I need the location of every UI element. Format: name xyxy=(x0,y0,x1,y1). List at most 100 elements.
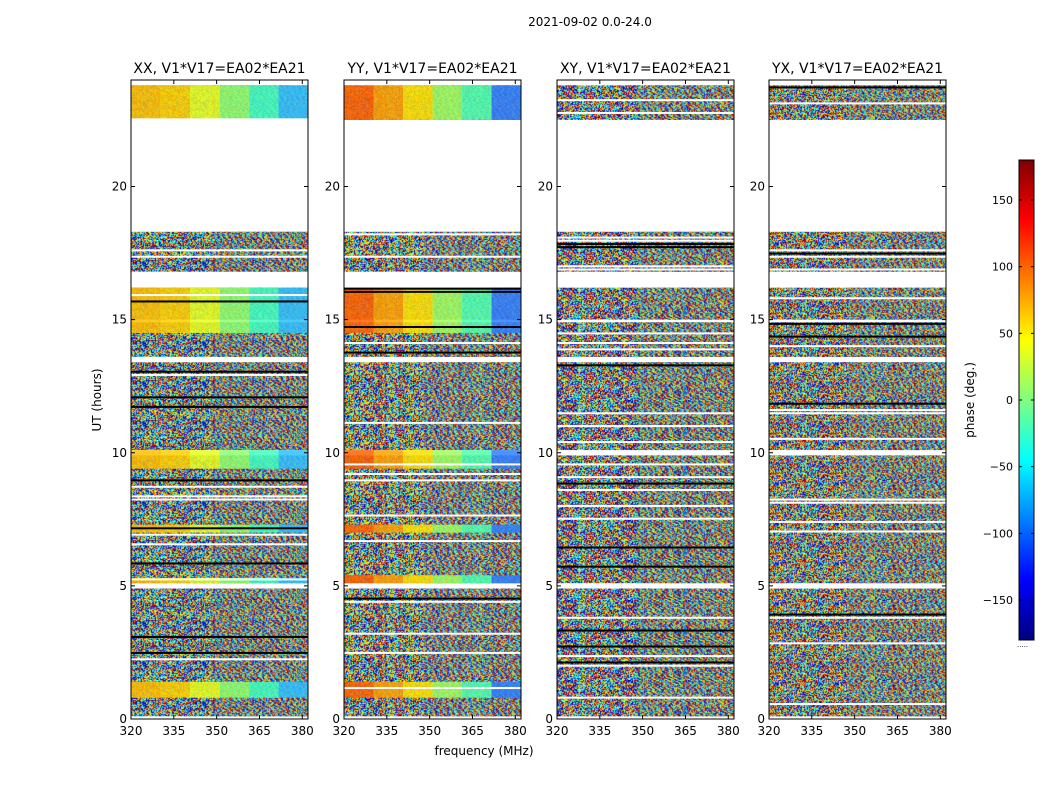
coherent-segment xyxy=(344,575,374,584)
coherent-segment xyxy=(344,287,374,333)
flag-line xyxy=(344,651,521,654)
flag-line xyxy=(557,655,734,658)
coherent-segment xyxy=(219,681,250,698)
colorbar-bottom-note: ..... xyxy=(1017,641,1028,649)
flag-line xyxy=(769,520,946,523)
flag-line xyxy=(769,409,946,412)
flag-line xyxy=(557,239,734,242)
coherent-segment xyxy=(462,681,492,698)
flag-line xyxy=(131,405,308,408)
fringe-block xyxy=(210,231,308,272)
flag-line xyxy=(131,118,308,121)
coherent-segment xyxy=(373,681,404,698)
flag-line xyxy=(769,249,946,252)
y-tick-label: 0 xyxy=(332,712,340,726)
flag-line xyxy=(344,255,521,258)
colorbar-tick-label: 50 xyxy=(999,327,1013,340)
flag-line xyxy=(344,632,521,635)
coherent-segment xyxy=(403,287,433,333)
coherent-segment xyxy=(219,577,250,584)
flag-line xyxy=(131,495,308,498)
flag-line xyxy=(131,396,308,399)
flag-line xyxy=(769,703,946,706)
flag-line xyxy=(557,565,734,568)
y-tick-label: 20 xyxy=(538,180,553,194)
flag-line xyxy=(769,412,946,415)
flag-line xyxy=(344,597,521,600)
coherent-segment xyxy=(249,577,279,584)
panel-frame xyxy=(556,79,735,720)
figure-suptitle: 2021-09-02 0.0-24.0 xyxy=(528,15,652,29)
flag-line xyxy=(769,530,946,533)
y-tick-label: 10 xyxy=(325,446,340,460)
x-tick-label: 335 xyxy=(375,724,398,738)
flag-line xyxy=(131,370,308,373)
x-tick-label: 350 xyxy=(631,724,654,738)
flag-line xyxy=(769,402,946,405)
coherent-segment xyxy=(190,681,220,698)
coherent-segment xyxy=(160,450,191,469)
flag-line xyxy=(557,664,734,667)
flag-line xyxy=(557,99,734,102)
flag-line xyxy=(557,517,734,520)
flag-line xyxy=(557,242,734,245)
flag-line xyxy=(557,616,734,619)
flag-line xyxy=(344,472,521,475)
y-tick-label: 20 xyxy=(112,180,127,194)
fringe-block xyxy=(848,322,946,357)
fringe-block xyxy=(636,85,734,120)
flag-line xyxy=(557,463,734,466)
flag-line xyxy=(344,479,521,482)
flag-line xyxy=(557,696,734,699)
panel-1: XX, V1*V17=EA02*EA21 0 5 10 15 20 320 335 350 365… xyxy=(112,61,314,738)
colorbar-tick-label: −50 xyxy=(990,461,1013,474)
flag-line xyxy=(131,543,308,546)
panel-frame xyxy=(343,79,522,720)
flag-line xyxy=(131,479,308,482)
fringe-block xyxy=(636,322,734,357)
coherent-segment xyxy=(491,287,521,333)
x-tick-label: 365 xyxy=(461,724,484,738)
coherent-segment xyxy=(344,681,374,698)
flag-line xyxy=(769,613,946,616)
flag-line xyxy=(131,373,308,376)
fringe-block xyxy=(423,231,521,272)
colorbar-tick-label: 0 xyxy=(1006,394,1013,407)
flag-line xyxy=(344,287,521,290)
flag-line xyxy=(344,540,521,543)
coherent-segment xyxy=(432,287,463,333)
flag-line xyxy=(557,482,734,485)
flag-line xyxy=(557,268,734,271)
flag-line xyxy=(769,297,946,300)
panel-4: YX, V1*V17=EA02*EA21 0 5 10 15 20 320 335 350 365… xyxy=(750,61,952,738)
x-tick-label: 380 xyxy=(929,724,952,738)
coherent-segment xyxy=(432,85,463,120)
x-tick-label: 365 xyxy=(674,724,697,738)
fringe-block xyxy=(848,588,946,717)
panel-4-heatmap xyxy=(769,85,946,717)
coherent-segment xyxy=(373,575,404,584)
flag-line xyxy=(769,335,946,338)
x-tick-label: 320 xyxy=(120,724,143,738)
coherent-segment xyxy=(403,524,433,533)
coherent-segment xyxy=(219,85,250,120)
coherent-segment xyxy=(373,450,404,469)
flag-line xyxy=(769,501,946,504)
flag-line xyxy=(131,578,308,581)
x-tick-label: 335 xyxy=(588,724,611,738)
y-tick-label: 15 xyxy=(112,313,127,327)
x-tick-label: 335 xyxy=(162,724,185,738)
panel-title: XY, V1*V17=EA02*EA21 xyxy=(560,61,731,77)
coherent-segment xyxy=(462,85,492,120)
flag-line xyxy=(769,268,946,271)
flag-line xyxy=(769,102,946,105)
coherent-segment xyxy=(131,85,161,120)
flag-line xyxy=(557,645,734,648)
coherent-segment xyxy=(491,85,521,120)
flag-line xyxy=(769,252,946,255)
coherent-segment xyxy=(491,681,521,698)
colorbar: 150 100 50 0 −50 −100 −150..... xyxy=(983,159,1035,649)
flag-line xyxy=(344,326,521,329)
y-tick-label: 20 xyxy=(325,180,340,194)
